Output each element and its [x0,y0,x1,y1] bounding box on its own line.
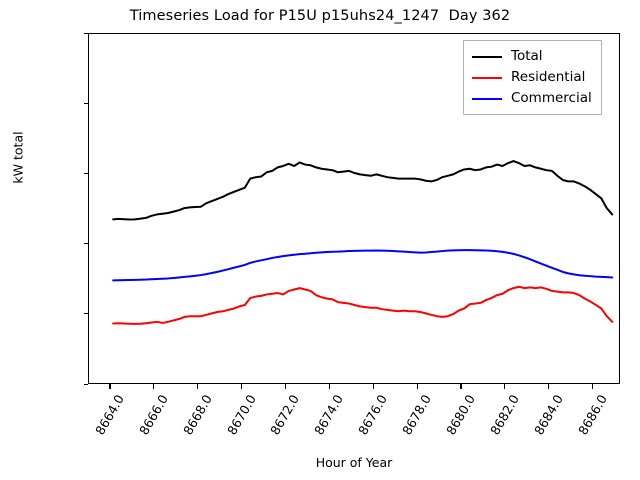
series-line-commercial [112,249,614,282]
series-line-residential [112,285,614,325]
x-tick-mark [372,384,374,389]
x-tick-mark [328,384,330,389]
legend-item-residential[interactable]: Residential [472,67,592,88]
x-tick-mark [592,384,594,389]
legend-swatch-total [472,55,502,58]
x-tick-mark [548,384,550,389]
x-tick-label: 8666.0 [135,392,171,438]
x-tick-mark [416,384,418,389]
x-tick-label: 8668.0 [179,392,215,438]
x-tick-label: 8664.0 [92,392,127,438]
y-axis-label: kW total [10,131,26,184]
legend-swatch-residential [472,76,502,79]
chart-title: Timeseries Load for P15U p15uhs24_1247 D… [129,8,511,24]
y-tick-mark [83,32,88,34]
legend-swatch-commercial [472,97,502,100]
x-tick-label: 8672.0 [267,392,303,438]
x-tick-label: 8678.0 [399,392,435,438]
x-tick-mark [241,384,243,389]
plot-area [88,33,620,384]
series-line-total [112,160,614,221]
series-canvas [112,160,614,325]
y-tick-mark [83,383,88,385]
x-tick-mark [460,384,462,389]
x-tick-label: 8680.0 [443,392,478,438]
legend-item-total[interactable]: Total [472,46,592,67]
y-tick-mark [83,313,88,315]
legend-item-commercial[interactable]: Commercial [472,88,592,109]
y-tick-mark [83,172,88,174]
chart-legend: Total Residential Commercial [463,40,602,115]
x-axis-label: Hour of Year [315,455,393,470]
x-tick-label: 8686.0 [574,392,610,438]
x-tick-mark [197,384,199,389]
y-tick-mark [83,243,88,245]
x-tick-mark [109,384,111,389]
x-tick-label: 8676.0 [355,392,391,438]
x-tick-mark [504,384,506,389]
legend-label: Total [511,48,543,64]
x-tick-mark [153,384,155,389]
x-tick-label: 8670.0 [223,392,259,438]
y-tick-mark [83,102,88,104]
x-tick-label: 8674.0 [311,392,347,438]
x-tick-label: 8682.0 [486,392,522,438]
x-tick-mark [284,384,287,389]
legend-label: Residential [511,69,586,85]
x-tick-label: 8684.0 [530,392,566,438]
legend-label: Commercial [511,90,592,106]
